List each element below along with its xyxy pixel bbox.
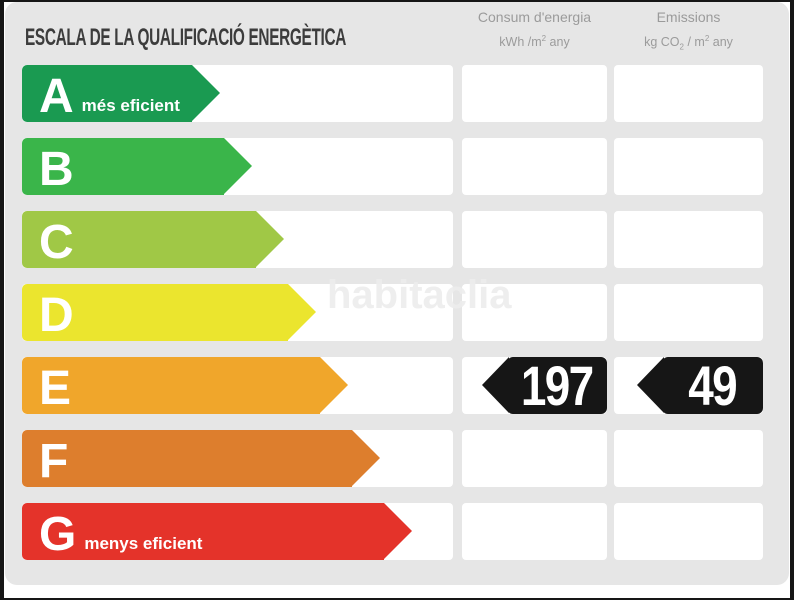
emissions-value: 49: [688, 353, 738, 417]
emissions-header-unit: kg CO2 / m2 any: [614, 31, 763, 56]
rating-bar-f: F: [22, 430, 380, 488]
left-arrow-tip-icon: [637, 357, 664, 413]
rating-row-c: C: [0, 211, 794, 268]
emissions-column-header: Emissions kg CO2 / m2 any: [614, 8, 763, 56]
rating-letter: B: [39, 142, 74, 196]
consum-cell: [462, 65, 607, 122]
emissions-unit-tail: any: [709, 35, 733, 50]
left-arrow-tip-icon: [482, 357, 509, 413]
consum-value-body: 197: [507, 357, 607, 414]
bar-arrow-tip: [224, 138, 252, 194]
rating-bar-label: menys eficient: [84, 534, 203, 553]
rating-bar-label: més eficient: [81, 96, 180, 115]
bar-arrow-tip: [256, 211, 284, 267]
emissions-value-body: 49: [662, 357, 763, 414]
consum-cell: [462, 430, 607, 487]
emissions-unit-co: kg CO: [644, 35, 680, 50]
rating-row-d: D: [0, 284, 794, 341]
consum-cell: [462, 503, 607, 560]
rating-letter: E: [39, 361, 71, 415]
rating-row-a: A més eficient: [0, 65, 794, 122]
bar-arrow-tip: [192, 65, 220, 121]
consum-cell: [462, 211, 607, 268]
emissions-unit-sub: 2: [679, 42, 684, 52]
rating-bar-e: E: [22, 357, 348, 415]
consum-value-arrow: 197: [482, 357, 607, 414]
emissions-unit-mid: / m: [683, 35, 705, 50]
consum-header-unit: kWh /m2 any: [462, 31, 607, 50]
emissions-unit-sup: 2: [704, 34, 710, 43]
emissions-header-label: Emissions: [656, 9, 721, 25]
rating-row-f: F: [0, 430, 794, 487]
rating-letter: D: [39, 288, 74, 342]
rating-letter: C: [39, 215, 74, 269]
rating-letter: A: [39, 69, 74, 123]
bar-arrow-tip: [320, 357, 348, 413]
consum-cell: [462, 284, 607, 341]
consum-column-header: Consum d'energia kWh /m2 any: [462, 8, 607, 50]
bar-arrow-tip: [288, 284, 316, 340]
rating-bar-c: C: [22, 211, 284, 269]
consum-cell: [462, 138, 607, 195]
consum-unit-main: kWh /m: [499, 35, 542, 50]
rating-row-b: B: [0, 138, 794, 195]
consum-unit-sup: 2: [541, 34, 547, 43]
emissions-cell: [614, 138, 763, 195]
rating-bar-b: B: [22, 138, 252, 196]
bar-arrow-tip: [352, 430, 380, 486]
rating-bar-a: A més eficient: [22, 65, 220, 123]
watermark: habitaclia: [327, 273, 512, 317]
rating-row-g: G menys eficient: [0, 503, 794, 560]
emissions-cell: [614, 65, 763, 122]
emissions-cell: [614, 211, 763, 268]
consum-unit-tail: any: [546, 35, 570, 50]
rating-letter: F: [39, 434, 68, 488]
rating-letter: G: [39, 507, 76, 561]
emissions-value-arrow: 49: [637, 357, 763, 414]
page-title: ESCALA DE LA QUALIFICACIÓ ENERGÈTICA: [25, 24, 346, 51]
emissions-cell: [614, 503, 763, 560]
rating-bar-d: D: [22, 284, 316, 342]
emissions-cell: [614, 284, 763, 341]
consum-value: 197: [521, 353, 594, 417]
emissions-cell: [614, 430, 763, 487]
rating-bar-g: G menys eficient: [22, 503, 412, 561]
bar-arrow-tip: [384, 503, 412, 559]
consum-header-label: Consum d'energia: [477, 9, 592, 25]
